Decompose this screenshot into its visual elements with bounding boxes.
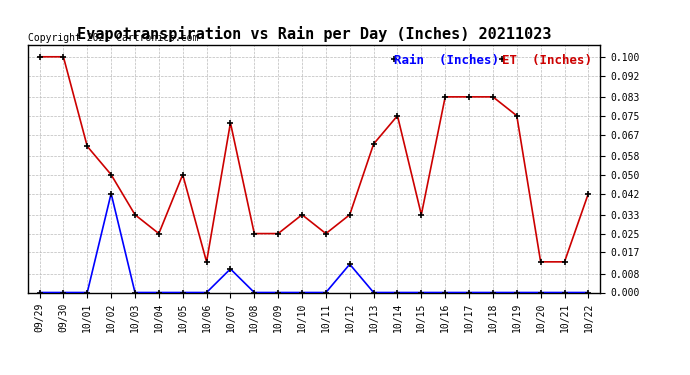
Rain  (Inches) <box>274 290 282 295</box>
ET  (Inches) <box>537 260 545 264</box>
ET  (Inches) <box>226 120 235 125</box>
Rain  (Inches) <box>560 290 569 295</box>
Rain  (Inches) <box>131 290 139 295</box>
Rain  (Inches) <box>537 290 545 295</box>
ET  (Inches) <box>35 54 43 59</box>
ET  (Inches) <box>202 260 210 264</box>
Line: ET  (Inches): ET (Inches) <box>36 53 592 265</box>
ET  (Inches) <box>131 213 139 217</box>
ET  (Inches) <box>59 54 68 59</box>
ET  (Inches) <box>83 144 91 148</box>
Rain  (Inches) <box>107 191 115 196</box>
ET  (Inches) <box>560 260 569 264</box>
ET  (Inches) <box>393 114 402 118</box>
Rain  (Inches) <box>155 290 163 295</box>
Rain  (Inches) <box>465 290 473 295</box>
Rain  (Inches) <box>35 290 43 295</box>
Rain  (Inches) <box>584 290 593 295</box>
Rain  (Inches) <box>346 262 354 267</box>
Rain  (Inches) <box>226 267 235 271</box>
Rain  (Inches) <box>179 290 187 295</box>
Rain  (Inches) <box>59 290 68 295</box>
Rain  (Inches) <box>202 290 210 295</box>
ET  (Inches) <box>322 231 330 236</box>
ET  (Inches) <box>298 213 306 217</box>
Rain  (Inches) <box>441 290 449 295</box>
ET  (Inches) <box>584 191 593 196</box>
Rain  (Inches) <box>83 290 91 295</box>
Title: Evapotranspiration vs Rain per Day (Inches) 20211023: Evapotranspiration vs Rain per Day (Inch… <box>77 27 551 42</box>
Rain  (Inches) <box>250 290 259 295</box>
Rain  (Inches) <box>322 290 330 295</box>
ET  (Inches) <box>465 94 473 99</box>
Line: Rain  (Inches): Rain (Inches) <box>36 190 592 296</box>
Text: Copyright 2021 Cartronics.com: Copyright 2021 Cartronics.com <box>28 33 198 42</box>
Rain  (Inches) <box>513 290 521 295</box>
ET  (Inches) <box>107 172 115 177</box>
Legend: Rain  (Inches), ET  (Inches): Rain (Inches), ET (Inches) <box>391 51 594 69</box>
ET  (Inches) <box>155 231 163 236</box>
ET  (Inches) <box>179 172 187 177</box>
ET  (Inches) <box>369 142 377 146</box>
ET  (Inches) <box>346 213 354 217</box>
ET  (Inches) <box>489 94 497 99</box>
ET  (Inches) <box>417 213 426 217</box>
ET  (Inches) <box>441 94 449 99</box>
ET  (Inches) <box>274 231 282 236</box>
Rain  (Inches) <box>369 290 377 295</box>
Rain  (Inches) <box>489 290 497 295</box>
ET  (Inches) <box>513 114 521 118</box>
Rain  (Inches) <box>298 290 306 295</box>
ET  (Inches) <box>250 231 259 236</box>
Rain  (Inches) <box>417 290 426 295</box>
Rain  (Inches) <box>393 290 402 295</box>
